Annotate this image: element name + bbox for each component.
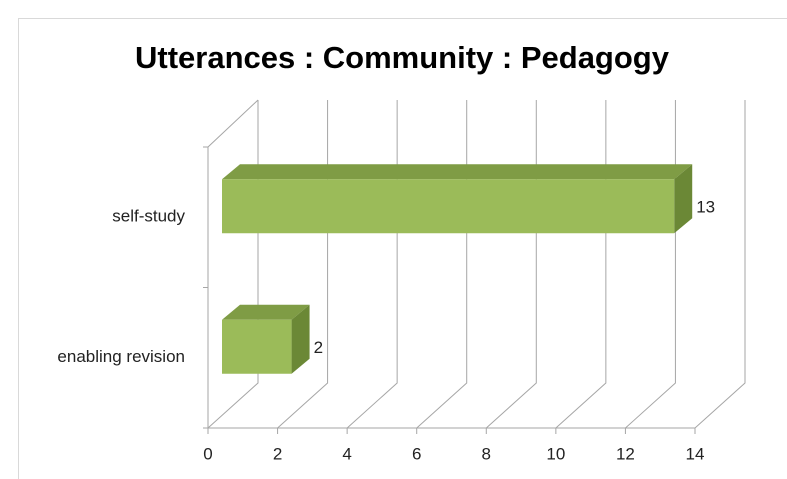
value-label: 13 — [696, 198, 715, 217]
value-label: 2 — [314, 338, 323, 357]
x-tick-label: 6 — [412, 444, 421, 463]
bar-side — [291, 304, 310, 374]
grid-line — [207, 100, 259, 429]
grid-line — [625, 100, 676, 429]
bar — [222, 319, 292, 374]
left-wall — [207, 99, 259, 428]
grid-line — [416, 100, 468, 429]
grid-line — [555, 100, 607, 429]
bar-side — [674, 164, 693, 234]
x-tick-label: 10 — [546, 444, 565, 463]
x-tick-label: 8 — [482, 444, 491, 463]
grid-line — [346, 100, 398, 429]
grid-line — [277, 100, 329, 429]
grid-line — [485, 100, 537, 429]
x-tick-label: 12 — [616, 444, 635, 463]
grid-line — [694, 100, 746, 429]
chart-border — [18, 18, 787, 479]
x-tick-label: 4 — [342, 444, 351, 463]
x-tick-label: 14 — [686, 444, 705, 463]
bar-top — [222, 304, 310, 320]
y-tick-label: enabling revision — [57, 347, 185, 366]
chart-title: Utterances : Community : Pedagogy — [135, 40, 670, 75]
x-tick-label: 0 — [203, 444, 212, 463]
x-tick-label: 2 — [273, 444, 282, 463]
bar-top — [222, 164, 693, 180]
bar — [222, 179, 675, 234]
y-tick-label: self-study — [112, 207, 185, 226]
